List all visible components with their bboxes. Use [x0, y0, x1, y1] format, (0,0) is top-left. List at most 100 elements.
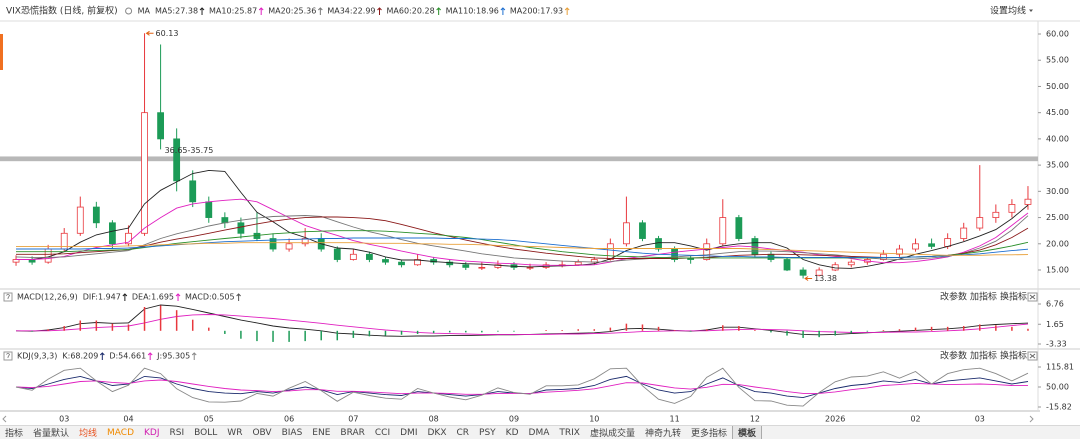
- candle-body: [237, 222, 245, 234]
- x-tick-label: 02: [910, 415, 920, 424]
- indicator-tab[interactable]: MACD: [107, 427, 135, 438]
- legend-arrow: [236, 293, 241, 301]
- series-line: [16, 216, 1029, 259]
- indicator-tab[interactable]: 更多指标: [690, 429, 727, 439]
- legend-entry: MA5:27.38: [155, 7, 198, 16]
- indicator-tab[interactable]: 模板: [732, 426, 763, 439]
- x-tick-label: 07: [348, 415, 358, 424]
- x-tick-label: 03: [975, 415, 985, 424]
- candle-body: [109, 222, 116, 245]
- x-tick-label: 04: [123, 415, 133, 424]
- y-tick-label: -3.33: [1046, 340, 1067, 349]
- legend-arrow: [500, 7, 506, 15]
- panel-button[interactable]: 改参数: [940, 291, 967, 303]
- scroll-left[interactable]: [2, 415, 7, 423]
- x-tick-label: 2026: [825, 415, 845, 424]
- candle-body: [928, 243, 935, 247]
- candle-body: [655, 238, 662, 250]
- indicator-tab[interactable]: 均线: [79, 429, 98, 439]
- indicator-tab[interactable]: 神奇九转: [644, 429, 681, 439]
- candle-body: [301, 238, 309, 245]
- series-line: [16, 314, 1029, 335]
- indicator-tab[interactable]: DKX: [427, 427, 447, 438]
- candle-body: [1024, 198, 1032, 205]
- panel-title: MACD(12,26,9): [17, 293, 78, 302]
- candle-body: [414, 259, 421, 266]
- close-mark: [1029, 353, 1036, 359]
- help-icon[interactable]: [3, 351, 13, 361]
- x-tick-label: 05: [204, 415, 214, 424]
- side-marker: [0, 34, 3, 70]
- candle-body: [205, 201, 213, 218]
- candle-body: [494, 264, 502, 268]
- dropdown-icon[interactable]: [1029, 9, 1033, 13]
- indicator-tab[interactable]: CCI: [374, 427, 391, 438]
- indicator-tab[interactable]: 指标: [5, 429, 24, 439]
- panel-button[interactable]: 加指标: [970, 291, 997, 303]
- indicator-tab[interactable]: TRIX: [559, 427, 580, 438]
- chart-title: VIX恐慌指数 (日线, 前复权): [6, 5, 118, 17]
- y-tick-label: 30.00: [1046, 187, 1069, 196]
- legend-entry: MA110:18.96: [446, 7, 499, 16]
- indicator-tab[interactable]: BIAS: [281, 427, 303, 438]
- y-tick-label: 115.81: [1046, 363, 1074, 372]
- y-tick-label: 60.00: [1046, 29, 1069, 38]
- legend-entry: J:95.305: [156, 352, 190, 361]
- candle-body: [478, 266, 486, 269]
- settings-button[interactable]: 设置均线: [990, 5, 1026, 17]
- annotation-arrow: [804, 276, 813, 281]
- candle-body: [719, 217, 727, 245]
- x-tick-label: 08: [429, 415, 439, 424]
- scroll-right[interactable]: [1029, 415, 1034, 423]
- indicator-tab[interactable]: DMI: [400, 427, 418, 438]
- panel-button[interactable]: 换指标: [1000, 350, 1027, 362]
- indicator-tab[interactable]: KDJ: [144, 427, 160, 438]
- candle-body: [960, 227, 968, 239]
- candle-body: [976, 217, 984, 229]
- legend-entry: MA200:17.93: [510, 7, 563, 16]
- indicator-tab[interactable]: BRAR: [340, 427, 365, 438]
- indicator-tab[interactable]: WR: [227, 427, 243, 438]
- annotation-arrow: [145, 30, 154, 36]
- help-icon[interactable]: [3, 292, 13, 302]
- indicator-tab[interactable]: RSI: [169, 427, 185, 438]
- y-tick-label: 55.00: [1046, 56, 1069, 65]
- candle-body: [173, 138, 181, 182]
- series-line: [16, 198, 1029, 266]
- indicator-tab[interactable]: 省量默认: [33, 429, 70, 439]
- candle-body: [141, 112, 148, 234]
- candle-body: [815, 269, 823, 276]
- help-mark: [6, 293, 10, 299]
- indicator-tab[interactable]: CR: [456, 427, 470, 438]
- candle-body: [382, 259, 389, 263]
- x-tick-label: 10: [589, 415, 599, 424]
- legend-arrow: [317, 7, 323, 15]
- indicator-tab[interactable]: DMA: [528, 427, 550, 438]
- candle-body: [44, 248, 52, 263]
- legend-entry: K:68.209: [62, 352, 98, 361]
- panel-button[interactable]: 加指标: [970, 350, 997, 362]
- candle-body: [430, 259, 438, 263]
- candle-body: [574, 261, 582, 266]
- y-tick-label: 35.00: [1046, 161, 1069, 170]
- help-mark: [6, 352, 10, 358]
- settings-icon[interactable]: [125, 7, 133, 15]
- x-tick-label: 12: [750, 415, 760, 424]
- candle-body: [92, 206, 100, 224]
- legend-entry: MACD:0.505: [185, 293, 235, 302]
- indicator-tab[interactable]: BOLL: [194, 427, 218, 438]
- panel-title: KDJ(9,3,3): [17, 352, 57, 361]
- candle-body: [125, 232, 132, 245]
- panel-button[interactable]: 改参数: [940, 350, 967, 362]
- indicator-tab[interactable]: OBV: [252, 427, 272, 438]
- indicator-tab[interactable]: KD: [505, 427, 519, 438]
- y-tick-label: 6.76: [1046, 300, 1064, 309]
- indicator-tab[interactable]: 虚拟成交量: [589, 429, 635, 439]
- panel-button[interactable]: 换指标: [1000, 291, 1027, 303]
- indicator-tab[interactable]: PSY: [479, 427, 496, 438]
- y-tick-label: 20.00: [1046, 239, 1069, 248]
- candle-body: [606, 243, 614, 260]
- candle-body: [269, 238, 277, 250]
- indicator-tab[interactable]: ENE: [312, 427, 331, 438]
- y-tick-label: 15.00: [1046, 266, 1069, 275]
